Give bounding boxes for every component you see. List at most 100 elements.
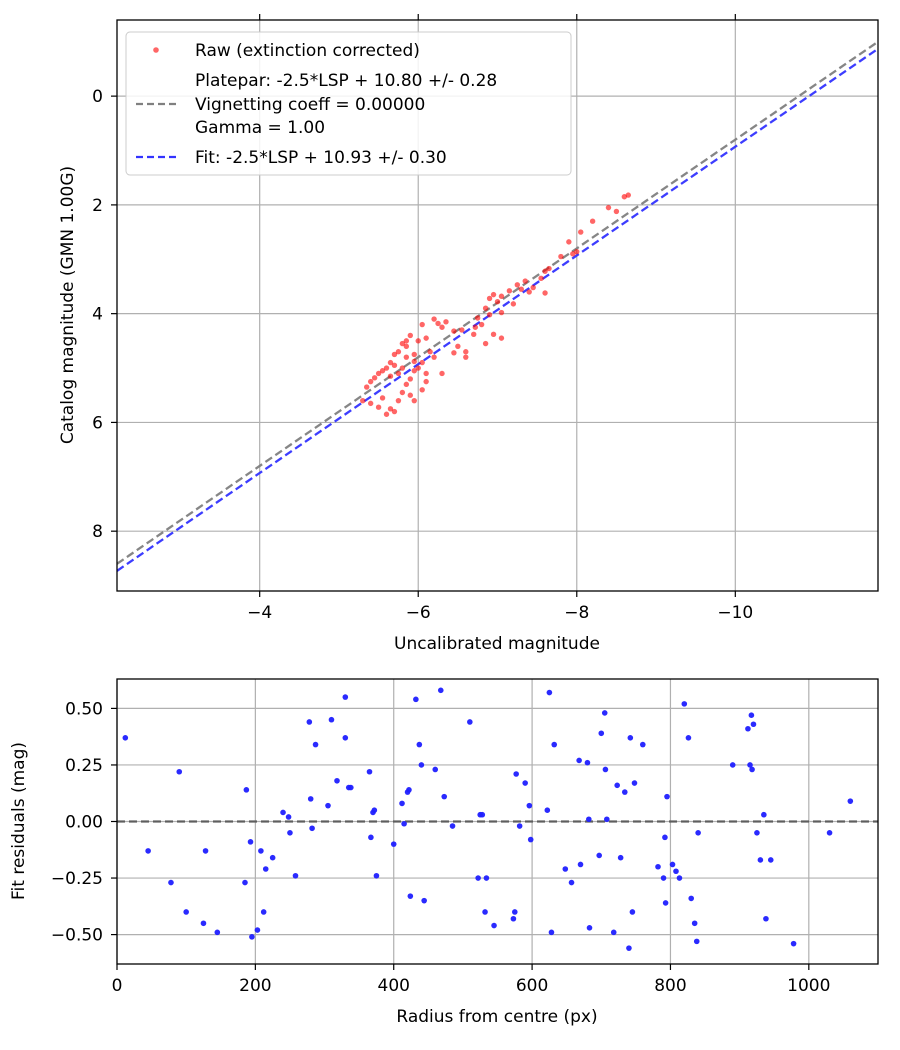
raw-data-point: [506, 288, 513, 294]
residual-data-point: [510, 915, 517, 922]
raw-data-point: [395, 397, 402, 404]
raw-data-point: [419, 321, 425, 328]
residual-data-point: [145, 848, 151, 854]
raw-data-point: [411, 368, 417, 374]
residual-data-point: [309, 825, 315, 832]
residual-data-point: [664, 793, 670, 800]
residuals-y-tick-label: 0.25: [65, 756, 103, 776]
residual-data-point: [627, 735, 634, 741]
residuals-y-axis-label: Fit residuals (mag): [9, 742, 29, 900]
residual-data-point: [418, 762, 425, 768]
residual-data-point: [292, 872, 299, 879]
residual-data-point: [421, 897, 427, 904]
residual-data-point: [325, 802, 331, 809]
residual-data-point: [416, 741, 423, 748]
legend-platepar-label-line1: Platepar: -2.5*LSP + 10.80 +/- 0.28: [195, 71, 497, 91]
raw-data-point: [490, 291, 497, 298]
raw-data-point: [411, 351, 417, 358]
raw-data-point: [387, 373, 394, 379]
raw-data-point: [391, 362, 398, 369]
raw-data-point: [435, 320, 441, 327]
residual-data-point: [662, 900, 669, 906]
raw-data-point: [451, 350, 457, 356]
residual-data-point: [748, 712, 755, 718]
raw-data-point: [474, 315, 481, 321]
residual-data-point: [511, 909, 518, 915]
residual-data-point: [685, 735, 692, 741]
residual-data-point: [475, 875, 481, 881]
raw-data-point: [399, 340, 406, 347]
residual-data-point: [688, 895, 695, 902]
residual-data-point: [407, 893, 414, 899]
calibration-y-tick-label: 0: [92, 87, 103, 107]
residual-data-point: [584, 759, 591, 766]
residual-data-point: [691, 920, 698, 927]
residual-data-point: [527, 836, 534, 843]
residuals-y-tick-label: −0.25: [51, 869, 103, 889]
residual-data-point: [676, 875, 683, 881]
residual-data-point: [306, 719, 313, 725]
legend-box: [125, 31, 572, 176]
residuals-y-tick-label: 0.00: [65, 813, 103, 833]
residual-data-point: [562, 866, 569, 872]
raw-data-point: [423, 378, 429, 385]
residual-data-point: [441, 793, 448, 800]
raw-data-point: [407, 392, 414, 398]
raw-data-point: [439, 324, 445, 330]
legend-platepar-label-line3: Gamma = 1.00: [195, 118, 325, 138]
legend-raw-marker: [153, 47, 159, 53]
raw-data-point: [482, 340, 489, 347]
raw-data-point: [375, 370, 382, 377]
raw-data-point: [498, 309, 505, 316]
raw-data-point: [403, 381, 410, 388]
residual-data-point: [601, 710, 608, 716]
residual-data-point: [669, 861, 676, 868]
residual-data-point: [639, 741, 646, 748]
raw-data-point: [558, 253, 564, 260]
residual-data-point: [491, 922, 497, 929]
raw-data-point: [403, 354, 410, 360]
residual-data-point: [522, 780, 528, 786]
raw-data-point: [566, 239, 572, 245]
calibration-legend: Raw (extinction corrected) Platepar: -2.…: [125, 31, 572, 176]
raw-data-point: [367, 400, 374, 407]
raw-data-point: [371, 375, 378, 381]
raw-data-point: [419, 359, 425, 366]
residual-data-point: [467, 719, 473, 725]
residuals-points: [122, 687, 854, 951]
residual-data-point: [269, 854, 276, 861]
raw-data-point: [395, 349, 402, 355]
calibration-y-tick-label: 8: [92, 522, 103, 542]
raw-data-point: [423, 335, 429, 341]
residual-data-point: [176, 768, 183, 775]
residuals-x-tick-label: 400: [378, 976, 410, 996]
raw-data-point: [411, 397, 417, 404]
raw-data-point: [613, 208, 620, 215]
residual-data-point: [526, 802, 533, 809]
residual-data-point: [761, 811, 767, 818]
raw-data-point: [387, 406, 394, 412]
raw-data-point: [391, 351, 398, 358]
raw-data-point: [427, 349, 433, 355]
residual-data-point: [122, 735, 129, 741]
raw-data-point: [399, 365, 406, 371]
calibration-x-axis-label: Uncalibrated magnitude: [394, 634, 600, 654]
calibration-grid: [117, 20, 878, 591]
calibration-fit-line: [117, 47, 878, 572]
residual-data-point: [280, 809, 286, 816]
residual-data-point: [548, 929, 555, 936]
residual-data-point: [373, 872, 380, 879]
residual-data-point: [516, 823, 523, 829]
raw-data-point: [538, 275, 544, 282]
legend-fit-label: Fit: -2.5*LSP + 10.93 +/- 0.30: [195, 148, 447, 168]
raw-data-point: [431, 316, 437, 322]
legend-raw-label: Raw (extinction corrected): [195, 41, 420, 61]
residual-data-point: [399, 800, 405, 807]
residual-data-point: [214, 929, 221, 936]
raw-data-point: [518, 286, 524, 292]
residual-data-point: [312, 741, 319, 748]
residual-data-point: [449, 823, 456, 829]
raw-data-point: [578, 229, 584, 235]
raw-data-point: [530, 284, 536, 291]
residual-data-point: [662, 834, 668, 841]
